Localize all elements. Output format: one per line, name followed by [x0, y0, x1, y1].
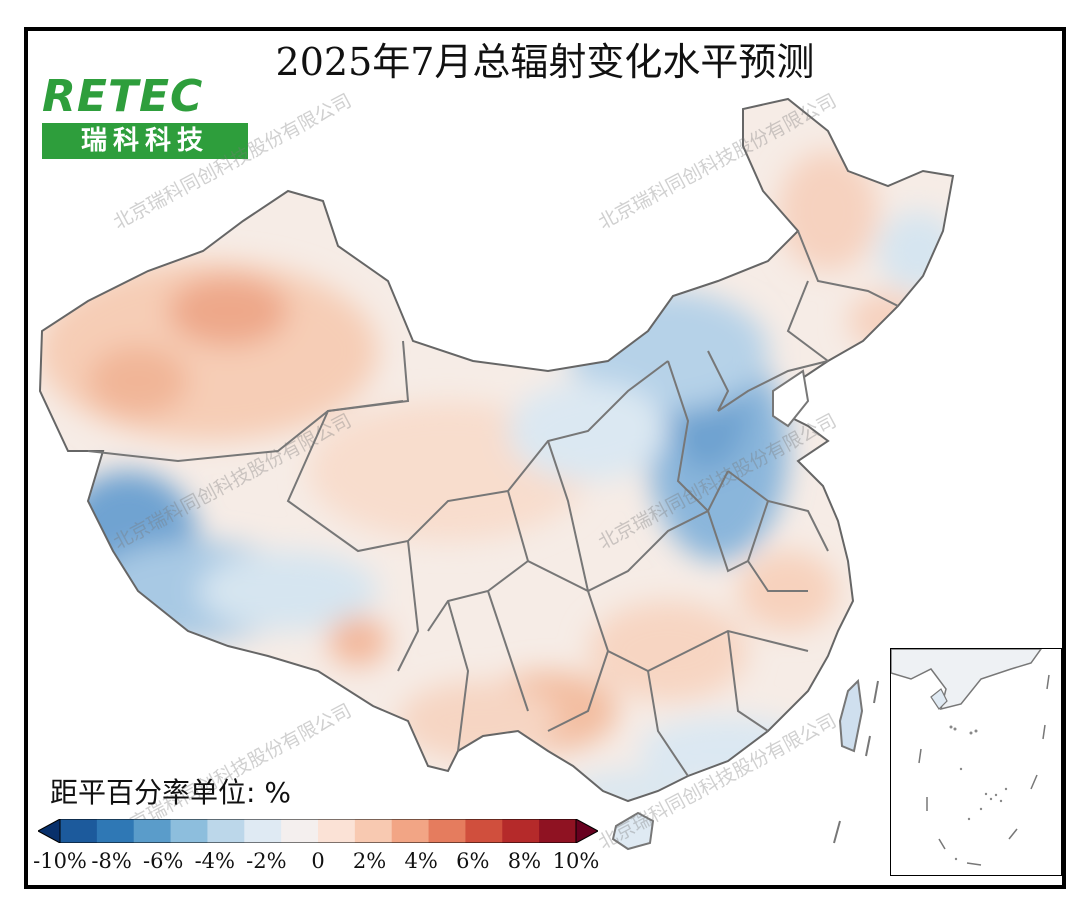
inset-map [890, 648, 1050, 866]
sea-dashes [833, 680, 879, 844]
legend-tick-label: 0 [311, 849, 325, 873]
legend-swatch [428, 819, 466, 843]
bohai-sea [772, 369, 810, 428]
legend-swatch [170, 819, 208, 843]
legend-tick-label: 4% [404, 849, 438, 873]
legend-tick-label: -2% [246, 849, 287, 873]
province-borders [38, 97, 955, 803]
legend-swatch [244, 819, 282, 843]
legend-swatch [354, 819, 393, 843]
hainan-island [611, 811, 655, 851]
legend-swatch [60, 819, 98, 843]
legend-swatch [539, 819, 577, 843]
legend-tick-label: 2% [352, 849, 387, 873]
map-frame: 2025年7月总辐射变化水平预测 RETEC 瑞科科技 北京瑞科同创科技股份有限… [24, 27, 1066, 889]
legend-tick-label: -10% [33, 849, 87, 873]
legend-swatch [465, 819, 503, 843]
china-map [38, 97, 955, 851]
logo-wordmark: RETEC [42, 71, 204, 122]
legend-unit-label: 距平百分率单位: % [50, 776, 291, 809]
legend-arrow-high [575, 819, 598, 843]
taiwan-island [838, 678, 864, 753]
south-china-sea-inset [890, 648, 1062, 876]
legend-tick-label: 10% [552, 849, 600, 873]
logo-subtitle: 瑞科科技 [42, 123, 248, 159]
legend-arrow-low [38, 819, 61, 843]
legend-swatch [502, 819, 540, 843]
legend-tick-label: 6% [456, 849, 490, 873]
legend-swatch [391, 819, 430, 843]
legend-tick-label: -8% [91, 849, 132, 873]
legend-swatch [207, 819, 245, 843]
map-title: 2025年7月总辐射变化水平预测 [275, 40, 815, 84]
inset-islands [949, 725, 1008, 861]
legend-swatch [318, 819, 356, 843]
legend-colorbar [38, 819, 598, 843]
legend-tick-label: -6% [142, 849, 184, 873]
legend-swatch [281, 819, 319, 843]
retec-logo: RETEC 瑞科科技 [42, 75, 248, 159]
legend-swatch [96, 819, 135, 843]
legend-tick-label: -4% [194, 849, 236, 873]
inset-dashes [918, 674, 1050, 866]
legend-tick-label: 8% [507, 849, 542, 873]
legend-swatch [133, 819, 172, 843]
